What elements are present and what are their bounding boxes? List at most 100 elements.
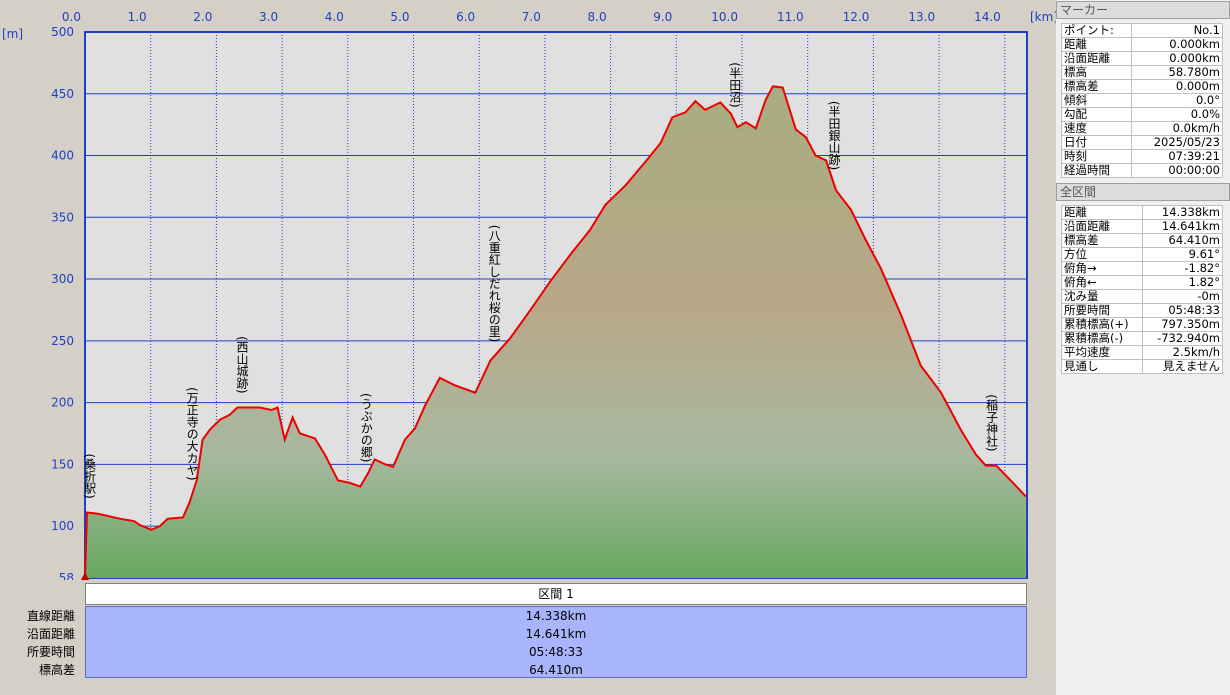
info-label: 沿面距離	[1060, 219, 1144, 234]
y-tick-label: 500	[51, 25, 74, 39]
annotation: (稲子神社)	[985, 394, 999, 451]
annotation: (うぶかの郷)	[359, 393, 373, 462]
info-value: 0.000km	[1131, 37, 1223, 52]
info-label: 見通し	[1060, 359, 1144, 374]
annotation: (西山城跡)	[235, 336, 249, 393]
info-label: 距離	[1060, 37, 1133, 52]
info-row: 経過時間 00:00:00	[1060, 163, 1223, 178]
info-value: -732.940m	[1142, 331, 1223, 346]
info-label: 標高差	[1060, 79, 1133, 94]
info-value: -0m	[1142, 289, 1223, 304]
info-label: 距離	[1060, 205, 1144, 220]
row-value: 14.338km	[525, 609, 587, 623]
info-row: 沈み量 -0m	[1060, 289, 1223, 304]
info-row: 方位 9.61°	[1060, 247, 1223, 262]
row-value: 14.641km	[525, 627, 587, 641]
info-label: 経過時間	[1060, 163, 1133, 178]
y-tick-label: 400	[51, 149, 74, 163]
info-label: ポイント:	[1060, 23, 1133, 38]
elevation-area	[85, 86, 1026, 579]
info-value: 00:00:00	[1131, 163, 1223, 178]
x-tick-label: 8.0	[588, 10, 607, 24]
info-row: 所要時間 05:48:33	[1060, 303, 1223, 318]
info-value: 05:48:33	[1142, 303, 1223, 318]
y-tick-label: 100	[51, 519, 74, 533]
x-tick-label: 11.0	[777, 10, 804, 24]
info-row: 沿面距離 14.641km	[1060, 219, 1223, 234]
section-row: 直線距離 14.338km	[0, 607, 1027, 625]
info-row: 距離 0.000km	[1060, 37, 1223, 52]
info-label: 俯角←	[1060, 275, 1144, 290]
section-title: 区間 1	[85, 583, 1027, 605]
info-row: 平均速度 2.5km/h	[1060, 345, 1223, 360]
y-tick-label: 200	[51, 396, 74, 410]
info-row: 距離 14.338km	[1060, 205, 1223, 220]
y-tick-label: 150	[51, 457, 74, 471]
info-row: 傾斜 0.0°	[1060, 93, 1223, 108]
info-row: 累積標高(+) 797.350m	[1060, 317, 1223, 332]
info-label: 累積標高(-)	[1060, 331, 1144, 346]
row-label: 沿面距離	[26, 627, 75, 641]
info-label: 日付	[1060, 135, 1133, 150]
info-label: 速度	[1060, 121, 1133, 136]
x-tick-label: 4.0	[325, 10, 344, 24]
total-table: 距離 14.338km 沿面距離 14.641km 標高差 64.410m 方位 9.61° 俯…	[1060, 205, 1223, 374]
panel-header: マーカー	[1056, 1, 1230, 19]
x-tick-label: 6.0	[456, 10, 475, 24]
info-value: 見えません	[1142, 359, 1223, 374]
section-row: 所要時間 05:48:33	[0, 643, 1027, 661]
section-table: 区間 1 直線距離 14.338km 沿面距離 14.641km 所要時間 05:48:3…	[0, 581, 1056, 695]
info-label: 標高差	[1060, 233, 1144, 248]
info-label: 方位	[1060, 247, 1144, 262]
info-value: 64.410m	[1142, 233, 1223, 248]
info-label: 平均速度	[1060, 345, 1144, 360]
y-tick-label: 450	[51, 87, 74, 101]
info-value: 0.0%	[1131, 107, 1223, 122]
info-value: 0.0°	[1131, 93, 1223, 108]
info-value: 14.641km	[1142, 219, 1223, 234]
info-value: 2.5km/h	[1142, 345, 1223, 360]
info-label: 沈み量	[1060, 289, 1144, 304]
row-value: 05:48:33	[529, 645, 583, 659]
info-label: 傾斜	[1060, 93, 1133, 108]
info-row: 勾配 0.0%	[1060, 107, 1223, 122]
info-label: 勾配	[1060, 107, 1133, 122]
x-tick-label: 1.0	[128, 10, 147, 24]
y-axis-unit: [m]	[2, 27, 23, 41]
info-value: 797.350m	[1142, 317, 1223, 332]
position-marker	[81, 572, 89, 580]
info-row: 沿面距離 0.000km	[1060, 51, 1223, 66]
x-axis-unit: [km]	[1030, 10, 1056, 24]
row-label: 直線距離	[26, 609, 75, 623]
x-tick-label: 2.0	[193, 10, 212, 24]
info-value: 07:39:21	[1131, 149, 1223, 164]
annotation: (桑折駅)	[83, 453, 97, 498]
x-tick-label: 3.0	[259, 10, 278, 24]
info-label: 沿面距離	[1060, 51, 1133, 66]
info-label: 累積標高(+)	[1060, 317, 1144, 332]
y-tick-label: 350	[51, 210, 74, 224]
marker-table: ポイント: No.1 距離 0.000km 沿面距離 0.000km 標高 58.780m 標高…	[1060, 23, 1223, 178]
annotation: (万正寺の大カヤ)	[185, 387, 199, 480]
info-row: 時刻 07:39:21	[1060, 149, 1223, 164]
info-row: 累積標高(-) -732.940m	[1060, 331, 1223, 346]
info-row: 見通し 見えません	[1060, 359, 1223, 374]
info-label: 標高	[1060, 65, 1133, 80]
row-label: 標高差	[38, 663, 75, 677]
y-tick-label: 300	[51, 272, 74, 286]
info-value: 0.000km	[1131, 51, 1223, 66]
info-row: 俯角→ -1.82°	[1060, 261, 1223, 276]
info-row: 俯角← 1.82°	[1060, 275, 1223, 290]
info-value: 2025/05/23	[1131, 135, 1223, 150]
annotation: (半田沼)	[728, 62, 742, 107]
info-value: 0.0km/h	[1131, 121, 1223, 136]
info-row: 標高差 0.000m	[1060, 79, 1223, 94]
info-label: 所要時間	[1060, 303, 1144, 318]
x-tick-label: 9.0	[653, 10, 672, 24]
info-value: No.1	[1131, 23, 1223, 38]
info-value: 1.82°	[1142, 275, 1223, 290]
info-value: 0.000m	[1131, 79, 1223, 94]
y-tick-label: 250	[51, 334, 74, 348]
x-tick-label: 14.0	[974, 10, 1001, 24]
